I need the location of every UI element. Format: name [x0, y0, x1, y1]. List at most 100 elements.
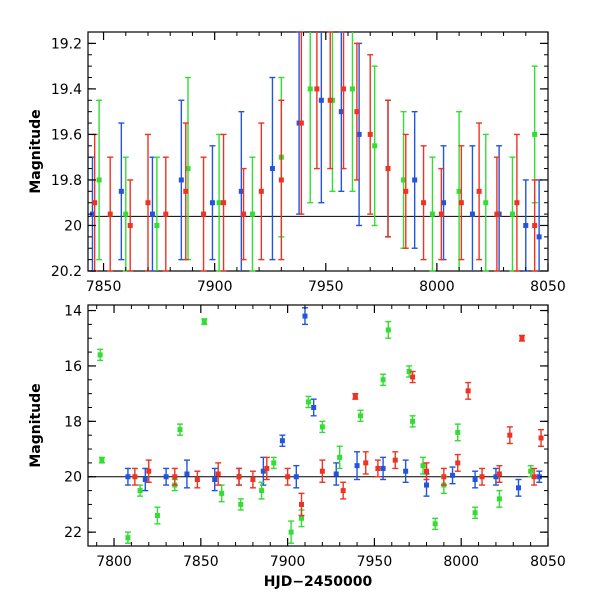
- data-point: [163, 474, 169, 480]
- data-point: [250, 477, 256, 483]
- data-point: [137, 488, 143, 494]
- data-point: [333, 471, 339, 477]
- data-point: [249, 211, 255, 217]
- data-point: [216, 200, 222, 206]
- data-point: [264, 465, 270, 471]
- data-point: [432, 521, 438, 527]
- data-point: [441, 474, 447, 480]
- data-point: [125, 474, 131, 480]
- data-point: [358, 413, 364, 419]
- data-point: [271, 460, 277, 466]
- data-point: [221, 200, 227, 206]
- data-point: [514, 200, 520, 206]
- data-point: [238, 501, 244, 507]
- data-point: [455, 429, 461, 435]
- data-point: [406, 368, 412, 374]
- y-tick-label: 20: [64, 218, 82, 234]
- y-tick-label: 16: [64, 359, 82, 375]
- data-point: [515, 485, 521, 491]
- data-point: [327, 97, 333, 103]
- data-point: [241, 211, 247, 217]
- data-point: [496, 496, 502, 502]
- data-point: [319, 468, 325, 474]
- data-point: [352, 393, 358, 399]
- x-tick-label: 8050: [530, 554, 566, 570]
- data-point: [184, 471, 190, 477]
- data-point: [472, 477, 478, 483]
- data-point: [177, 427, 183, 433]
- data-point: [293, 474, 299, 480]
- data-point: [441, 200, 447, 206]
- data-point: [458, 200, 464, 206]
- data-point: [367, 131, 373, 137]
- data-point: [523, 222, 529, 228]
- x-tick-label: 7900: [270, 554, 306, 570]
- data-point: [532, 222, 538, 228]
- y-tick-label: 19.8: [51, 173, 82, 189]
- data-point: [380, 377, 386, 383]
- data-point: [145, 200, 151, 206]
- x-tick-label: 7800: [96, 554, 132, 570]
- data-point: [314, 86, 320, 92]
- data-point: [149, 211, 155, 217]
- y-tick-label: 20: [64, 470, 82, 486]
- data-point: [99, 457, 105, 463]
- x-axis-label: HJD−2450000: [264, 574, 373, 590]
- data-point: [97, 352, 103, 358]
- data-point: [163, 211, 169, 217]
- data-point: [338, 109, 344, 115]
- data-point: [375, 465, 381, 471]
- data-point: [89, 211, 95, 217]
- data-point: [456, 188, 462, 194]
- data-point: [519, 335, 525, 341]
- data-point: [201, 319, 207, 325]
- data-point: [465, 388, 471, 394]
- data-point: [412, 177, 418, 183]
- data-point: [469, 211, 475, 217]
- y-tick-label: 19.4: [51, 82, 82, 98]
- y-axis-label: Magnitude: [28, 383, 44, 467]
- data-point: [494, 211, 500, 217]
- data-point: [238, 188, 244, 194]
- data-point: [372, 143, 378, 149]
- data-point: [125, 535, 131, 541]
- data-point: [285, 474, 291, 480]
- data-point: [118, 188, 124, 194]
- data-point: [472, 510, 478, 516]
- data-point: [356, 131, 362, 137]
- y-tick-label: 14: [64, 304, 82, 320]
- data-point: [429, 211, 435, 217]
- data-point: [363, 460, 369, 466]
- data-point: [311, 404, 317, 410]
- data-point: [341, 86, 347, 92]
- data-point: [172, 474, 178, 480]
- data-point: [354, 463, 360, 469]
- y-tick-label: 18: [64, 414, 82, 430]
- data-point: [209, 200, 215, 206]
- data-point: [420, 463, 426, 469]
- data-point: [423, 468, 429, 474]
- data-point: [455, 460, 461, 466]
- data-point: [305, 399, 311, 405]
- data-point: [401, 177, 407, 183]
- data-point: [154, 222, 160, 228]
- data-point: [107, 211, 113, 217]
- plot-frame-2: [87, 304, 549, 547]
- data-point: [279, 438, 285, 444]
- y-tick-label: 19.2: [51, 36, 82, 52]
- x-tick-label: 7900: [197, 279, 233, 295]
- data-point: [423, 482, 429, 488]
- x-tick-label: 7850: [183, 554, 219, 570]
- data-point: [185, 166, 191, 172]
- data-point: [392, 457, 398, 463]
- data-point: [146, 468, 152, 474]
- data-point: [307, 86, 313, 92]
- data-point: [258, 188, 264, 194]
- data-point: [340, 488, 346, 494]
- data-point: [536, 474, 542, 480]
- data-point: [476, 188, 482, 194]
- data-point: [219, 490, 225, 496]
- data-point: [299, 515, 305, 521]
- data-point: [215, 471, 221, 477]
